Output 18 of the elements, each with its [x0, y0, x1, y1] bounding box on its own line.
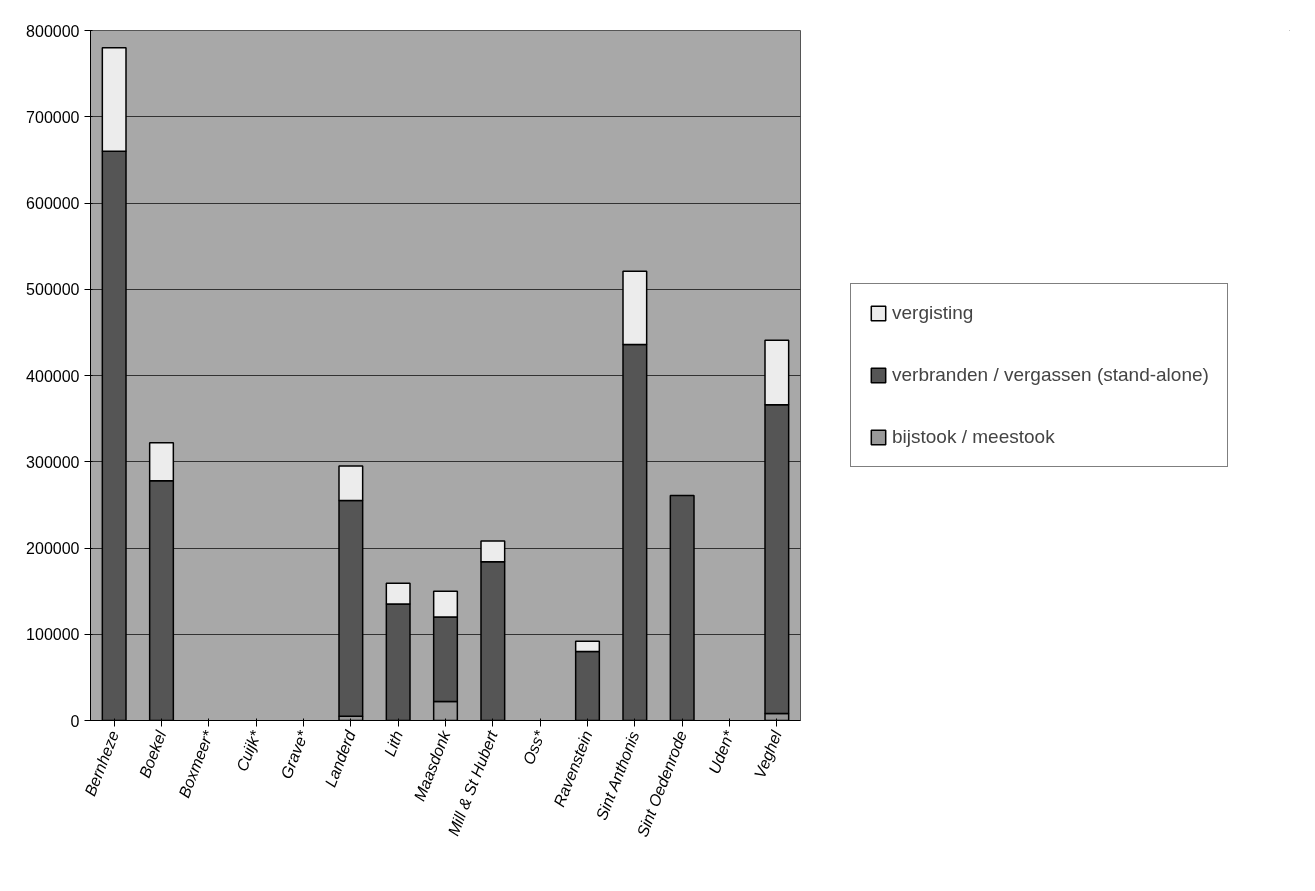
y-tick-label: 100000	[26, 626, 80, 644]
legend-label: bijstook / meestook	[892, 426, 1055, 448]
x-tick-label: Grave*	[277, 727, 312, 781]
legend-label: verbranden / vergassen (stand-alone)	[892, 364, 1209, 386]
x-tick-label: Lith	[380, 728, 407, 759]
legend-label: vergisting	[892, 302, 974, 324]
x-tick-label: Uden*	[705, 727, 738, 777]
x-tick-label: Boekel	[135, 728, 170, 781]
y-tick-label: 400000	[26, 367, 80, 385]
y-tick-label: 0	[70, 712, 80, 730]
y-tick-label: 600000	[26, 195, 80, 212]
y-tick-label: 800000	[26, 22, 80, 40]
x-tick-label: Cuijk*	[233, 727, 265, 774]
y-tick-label: 700000	[26, 108, 80, 126]
y-tick-label: 300000	[26, 453, 80, 471]
y-tick-label: 500000	[26, 281, 80, 299]
x-tick-label: Oss*	[519, 727, 549, 767]
y-tick-label: 200000	[26, 540, 80, 557]
